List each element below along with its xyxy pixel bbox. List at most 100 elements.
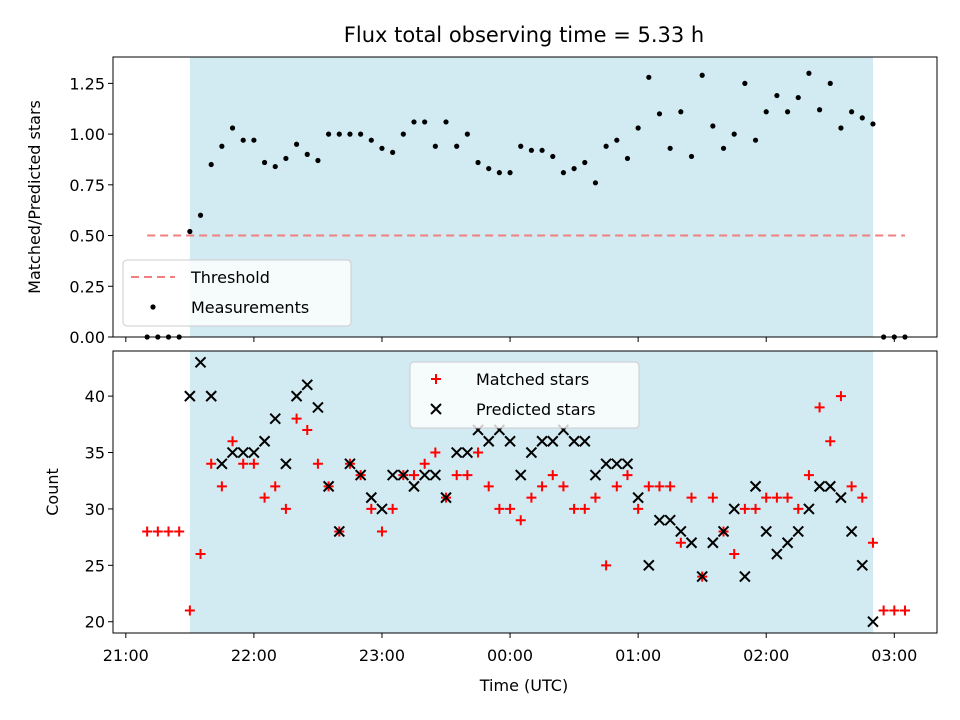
measurement-point [261, 159, 268, 166]
measurement-point [368, 137, 374, 143]
measurement-point [390, 149, 396, 155]
legend-predicted-swatch [430, 403, 442, 415]
matched-star-point [152, 526, 163, 537]
measurement-point [774, 92, 780, 99]
measurement-point [528, 147, 535, 153]
measurement-point [795, 94, 801, 101]
predicted-star-point [845, 525, 858, 538]
x-tick-label: 21:00 [103, 646, 149, 665]
measurement-point [624, 155, 631, 162]
matched-star-point [216, 481, 227, 492]
matched-star-point [643, 481, 654, 492]
measurement-point [827, 80, 833, 86]
predicted-star-point [504, 435, 516, 447]
predicted-star-point [653, 514, 666, 526]
matched-star-point [537, 481, 548, 492]
measurement-point [272, 163, 278, 170]
matched-star-point [878, 605, 889, 616]
matched-star-point [558, 481, 569, 492]
matched-star-point [483, 481, 494, 492]
predicted-star-point [547, 435, 559, 447]
predicted-star-point [194, 356, 207, 368]
y-tick-label: 1.25 [69, 74, 105, 93]
measurement-point [678, 109, 684, 115]
matched-star-point [750, 503, 761, 514]
y-tick-label: 0.00 [69, 328, 105, 347]
predicted-star-point [771, 548, 783, 560]
matched-star-point [291, 413, 302, 424]
matched-star-point [430, 447, 441, 458]
matched-star-point [601, 560, 612, 571]
legend-measurements-swatch [150, 304, 156, 310]
measurement-point [229, 125, 236, 131]
measurement-point [667, 145, 673, 151]
predicted-star-point [237, 446, 249, 459]
measurement-point [560, 170, 567, 176]
x-tick-label: 03:00 [871, 646, 917, 665]
measurement-point [336, 131, 342, 137]
predicted-star-point [397, 469, 410, 481]
matched-star-point [825, 436, 836, 447]
matched-star-point [248, 458, 259, 469]
legend-matched-swatch [431, 374, 441, 384]
measurement-point [315, 157, 321, 164]
predicted-star-point [536, 435, 548, 447]
measurement-point [422, 119, 428, 125]
predicted-star-point [579, 435, 591, 447]
predicted-star-point [461, 446, 474, 459]
predicted-star-point [824, 480, 836, 493]
measurement-point [518, 143, 524, 149]
y-tick-label: 0.75 [69, 176, 105, 195]
matched-star-point [579, 503, 590, 514]
measurement-point [454, 143, 460, 149]
matched-star-point [686, 492, 697, 503]
predicted-star-point [312, 401, 324, 414]
predicted-star-point [280, 458, 292, 470]
predicted-star-point [408, 480, 420, 493]
count-panel: 20 25 30 35 40 21:00 22:00 23:00 00:00 01:00 02:0… [43, 350, 938, 695]
matched-star-point [312, 458, 323, 469]
predicted-star-point [226, 446, 239, 459]
predicted-star-point [707, 537, 719, 549]
measurement-point [326, 131, 332, 137]
measurement-point [614, 137, 620, 143]
measurement-point [358, 131, 364, 137]
measurement-point [710, 123, 716, 129]
matched-star-point [238, 458, 249, 469]
ratio-y-axis-label: Matched/Predicted stars [25, 100, 44, 294]
predicted-star-point [792, 525, 804, 538]
matched-star-point [270, 481, 281, 492]
measurement-point [251, 137, 257, 143]
measurement-point [240, 137, 246, 143]
measurement-point [219, 143, 225, 149]
measurement-point [752, 137, 759, 143]
ratio-panel-frame [112, 56, 938, 338]
predicted-star-point [728, 503, 740, 515]
measurement-point [550, 153, 556, 160]
matched-star-point [505, 503, 516, 514]
measurement-point [582, 159, 588, 166]
measurement-point [635, 125, 641, 131]
measurement-point [539, 147, 545, 153]
matched-star-point [803, 470, 814, 481]
predicted-star-point [739, 570, 751, 583]
predicted-star-point [365, 491, 378, 504]
measurement-point [486, 165, 492, 172]
measurement-point [763, 109, 769, 115]
measurement-point [838, 125, 844, 131]
predicted-star-point [258, 435, 271, 447]
measurement-point [656, 111, 663, 117]
legend-threshold-label: Threshold [190, 268, 270, 287]
matched-star-point [782, 492, 793, 503]
legend-matched-label: Matched stars [476, 370, 589, 389]
measurement-point [603, 143, 609, 149]
predicted-star-point [749, 480, 762, 493]
predicted-star-point [248, 446, 260, 459]
predicted-star-point [290, 390, 303, 402]
measurement-point [699, 72, 705, 78]
predicted-star-point [717, 525, 730, 538]
measurement-point [646, 74, 652, 80]
predicted-star-point [611, 458, 623, 470]
matched-star-point [547, 470, 558, 481]
legend-box [409, 361, 640, 429]
